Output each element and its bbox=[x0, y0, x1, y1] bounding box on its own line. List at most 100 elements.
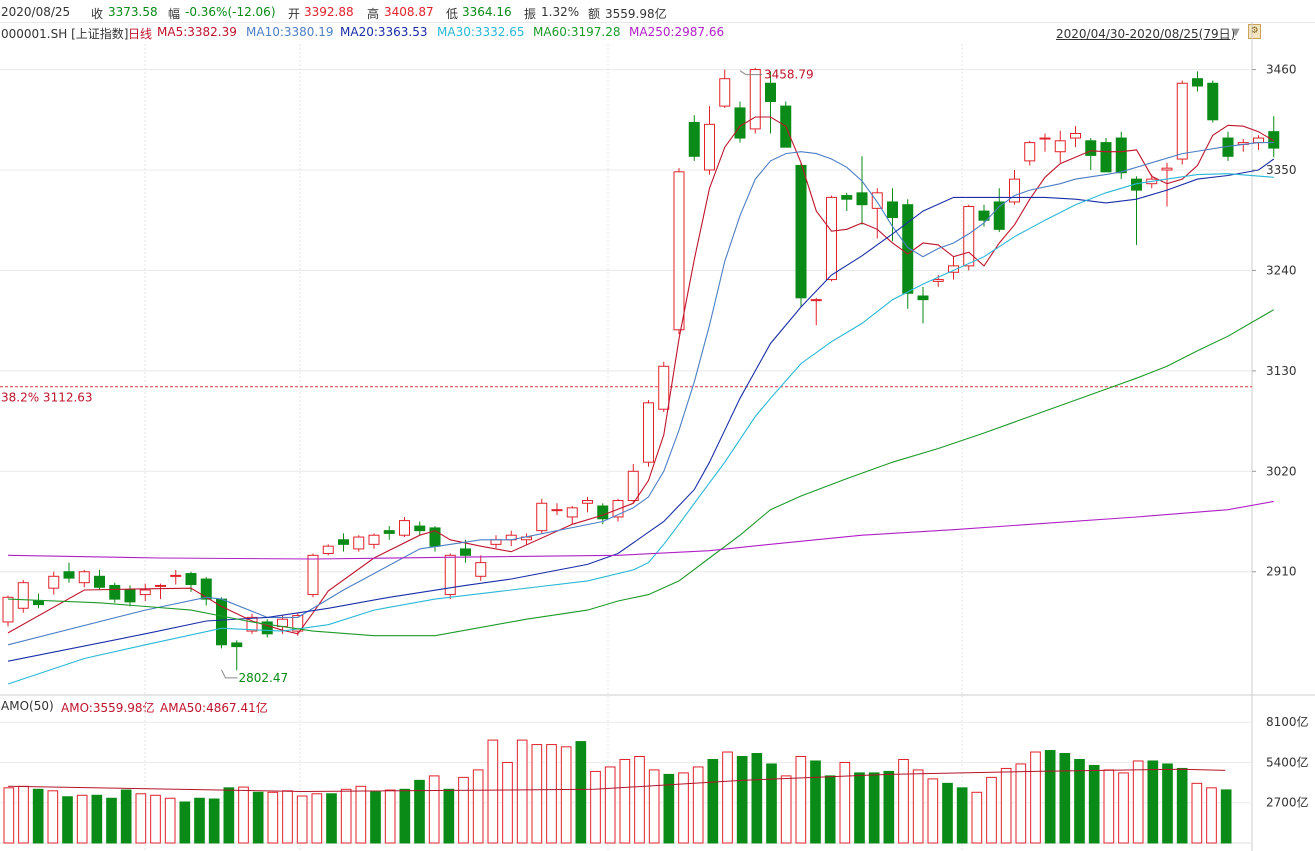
candle bbox=[353, 535, 365, 552]
volume-bar bbox=[502, 761, 513, 844]
candle-body bbox=[399, 520, 410, 536]
candle-body bbox=[124, 589, 136, 603]
price-tick-label: 2910 bbox=[1266, 565, 1297, 579]
fib-line: 38.2% 3112.63 bbox=[0, 386, 1252, 405]
candle-body bbox=[1161, 167, 1173, 171]
candle-body bbox=[139, 589, 151, 596]
candle-body bbox=[231, 642, 243, 648]
volume-bar bbox=[164, 797, 176, 844]
candle bbox=[139, 583, 151, 601]
high-value: 3408.87 bbox=[384, 5, 434, 19]
date-range-label[interactable]: 2020/04/30-2020/08/25(79日) bbox=[1056, 27, 1236, 41]
volume-bar bbox=[986, 776, 997, 844]
settings-icon[interactable]: ⚙ bbox=[1248, 24, 1261, 39]
candle bbox=[322, 544, 334, 556]
candle-body bbox=[170, 574, 182, 577]
volume-bar bbox=[91, 794, 103, 844]
volume-bar bbox=[590, 770, 601, 844]
amplitude-value: 1.32% bbox=[541, 5, 580, 19]
candle bbox=[917, 286, 929, 324]
candle-body bbox=[1024, 142, 1036, 162]
candle bbox=[993, 188, 1005, 233]
volume-bar bbox=[1118, 772, 1129, 844]
volume-bar bbox=[604, 766, 616, 844]
volume-bar bbox=[76, 794, 88, 844]
candle bbox=[1009, 170, 1020, 205]
amount-value: 3559.98亿 bbox=[605, 7, 667, 21]
volume-bar bbox=[384, 789, 396, 844]
candle-body bbox=[1009, 178, 1020, 203]
candle bbox=[749, 67, 761, 134]
candle bbox=[597, 503, 609, 525]
candle bbox=[444, 553, 456, 600]
candle-body bbox=[33, 600, 44, 606]
candle bbox=[673, 168, 685, 335]
volume-bar bbox=[971, 791, 983, 844]
price-tick-label: 3460 bbox=[1266, 63, 1297, 77]
candle bbox=[826, 195, 837, 282]
candle-body bbox=[810, 299, 822, 302]
candle bbox=[1070, 126, 1081, 148]
low-value: 3364.16 bbox=[462, 5, 512, 19]
candle bbox=[1039, 133, 1051, 152]
candle-body bbox=[338, 539, 349, 545]
volume-bar bbox=[18, 785, 29, 844]
volume-bar bbox=[414, 779, 425, 844]
price-annotation: 2802.47 bbox=[221, 669, 288, 685]
volume-bar bbox=[1132, 760, 1144, 844]
chevron-down-icon[interactable]: ▼ bbox=[1232, 27, 1240, 38]
candle-body bbox=[871, 192, 883, 209]
volume-bar bbox=[311, 793, 323, 844]
candle bbox=[963, 204, 975, 271]
candle-body bbox=[658, 365, 670, 410]
volume-bar bbox=[399, 788, 411, 844]
candle bbox=[307, 553, 319, 598]
volume-bar bbox=[238, 786, 249, 844]
price-tick-label: 3350 bbox=[1266, 163, 1297, 177]
candle bbox=[566, 506, 578, 525]
volume-bar bbox=[810, 760, 821, 844]
candle bbox=[368, 533, 380, 549]
candle bbox=[2, 595, 14, 627]
candle bbox=[231, 640, 243, 671]
volume-bar bbox=[1074, 758, 1085, 844]
candle bbox=[399, 516, 410, 538]
candle bbox=[292, 612, 304, 636]
ma30-line bbox=[7, 173, 1274, 685]
symbol-label[interactable]: 000001.SH [上证指数] bbox=[1, 27, 129, 41]
volume-bar bbox=[722, 751, 733, 844]
candle bbox=[17, 579, 29, 613]
ma5-line bbox=[7, 116, 1275, 635]
candle bbox=[887, 188, 898, 242]
volume-bar bbox=[208, 798, 220, 844]
candle-body bbox=[993, 201, 1005, 230]
volume-bar bbox=[252, 791, 264, 844]
candle bbox=[170, 569, 182, 585]
candle-body bbox=[200, 578, 212, 600]
candle bbox=[216, 597, 227, 649]
volume-bar bbox=[1206, 787, 1217, 844]
volume-bar bbox=[194, 797, 205, 844]
volume-bar bbox=[927, 778, 939, 844]
volume-bar bbox=[1162, 763, 1173, 844]
candle-body bbox=[307, 554, 319, 596]
volume-bar bbox=[692, 766, 704, 844]
period-label[interactable]: 日线 bbox=[128, 27, 153, 41]
candle bbox=[1085, 138, 1097, 170]
candle-body bbox=[749, 69, 761, 130]
candle-body bbox=[322, 545, 334, 554]
price-tick-label: 3240 bbox=[1266, 263, 1297, 277]
candle-body bbox=[460, 548, 471, 556]
volume-bar bbox=[634, 756, 645, 844]
candle-body bbox=[887, 201, 898, 218]
candle bbox=[1024, 140, 1036, 166]
ama50-value-label: AMA50:4867.41亿 bbox=[160, 701, 268, 715]
candle-body bbox=[1054, 140, 1066, 153]
volume-tick-label: 8100亿 bbox=[1266, 714, 1309, 729]
candle bbox=[658, 361, 670, 412]
volume-bar bbox=[780, 775, 792, 844]
volume-bar bbox=[575, 741, 587, 844]
volume-bar bbox=[854, 772, 865, 844]
candle bbox=[490, 535, 502, 548]
